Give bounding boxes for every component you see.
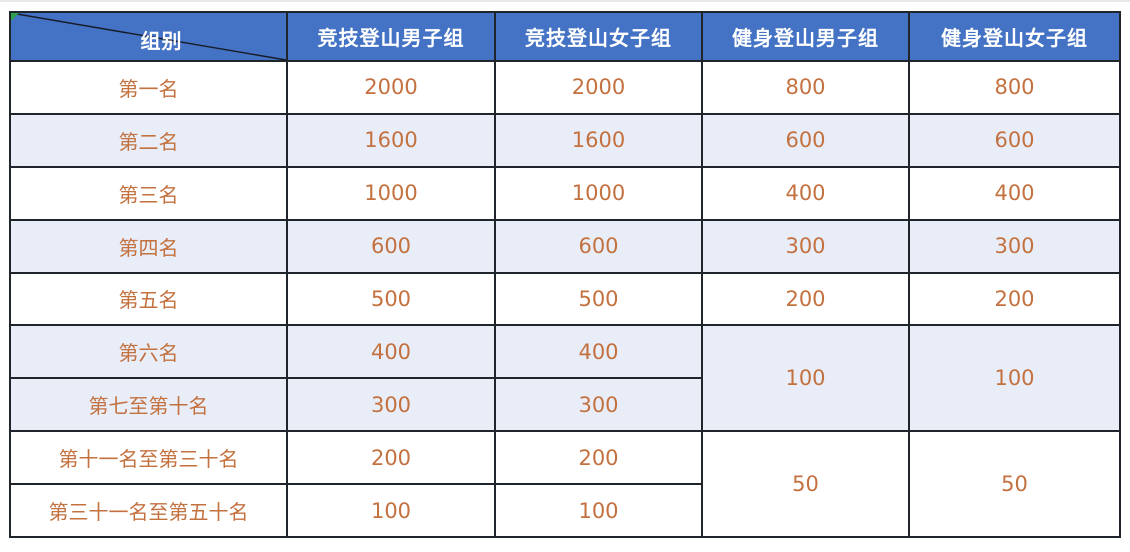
prize-value: 500	[494, 271, 703, 327]
prize-value: 300	[701, 218, 910, 274]
prize-value: 2000	[286, 60, 496, 115]
prize-value: 2000	[494, 60, 703, 115]
prize-value: 600	[908, 112, 1121, 168]
prize-table: 组别 名次 竞技登山男子组 竞技登山女子组 健身登山男子组 健身登山女子组 第一…	[9, 11, 1121, 538]
prize-value: 600	[286, 218, 496, 274]
table-row: 第一名 2000 2000 800 800	[9, 60, 1121, 115]
prize-value: 100	[494, 483, 703, 538]
column-header-jingji-women: 竞技登山女子组	[494, 11, 703, 62]
rank-label: 第三名	[9, 165, 288, 221]
table-row: 第三十一名至第五十名 100 100	[9, 483, 1120, 538]
column-header-jianshen-women: 健身登山女子组	[908, 11, 1121, 62]
rank-label: 第一名	[9, 60, 288, 115]
prize-value: 400	[908, 165, 1121, 221]
corner-rank-label: 名次	[57, 59, 99, 61]
table-row: 第七至第十名 300 300	[9, 377, 1120, 433]
screenshot-top-edge	[0, 0, 1130, 2]
prize-value-merged: 100	[908, 324, 1121, 433]
prize-value: 1600	[286, 112, 496, 168]
prize-value-merged: 50	[908, 430, 1121, 538]
prize-value: 400	[286, 324, 496, 380]
corner-group-label: 组别	[140, 29, 183, 53]
diagonal-divider-line	[12, 14, 285, 59]
prize-value: 600	[494, 218, 703, 274]
rank-label: 第六名	[9, 324, 288, 380]
column-header-jingji-men: 竞技登山男子组	[286, 11, 496, 62]
column-header-jianshen-men: 健身登山男子组	[701, 11, 910, 62]
prize-value: 300	[286, 377, 496, 433]
prize-value: 600	[701, 112, 910, 168]
header-row: 组别 名次 竞技登山男子组 竞技登山女子组 健身登山男子组 健身登山女子组	[9, 11, 1121, 62]
prize-value: 300	[494, 377, 703, 433]
prize-value: 1000	[286, 165, 496, 221]
prize-value: 400	[494, 324, 703, 380]
table-row: 第四名 600 600 300 300	[9, 218, 1121, 274]
prize-value: 1000	[494, 165, 703, 221]
corner-header-cell: 组别 名次	[9, 11, 288, 62]
prize-value: 800	[701, 60, 910, 115]
rank-label: 第十一名至第三十名	[9, 430, 288, 485]
rank-label: 第二名	[9, 112, 288, 168]
rank-label: 第四名	[9, 218, 288, 274]
prize-value-merged: 50	[701, 430, 910, 538]
prize-value: 200	[701, 271, 910, 327]
prize-value: 1600	[494, 112, 703, 168]
rank-label: 第三十一名至第五十名	[9, 483, 288, 538]
table-row: 第二名 1600 1600 600 600	[9, 112, 1121, 168]
prize-value-merged: 100	[701, 324, 910, 433]
prize-value: 200	[494, 430, 703, 485]
prize-value: 100	[286, 483, 496, 538]
prize-value: 200	[908, 271, 1121, 327]
prize-value: 400	[701, 165, 910, 221]
prize-value: 800	[908, 60, 1121, 115]
table-row: 第十一名至第三十名 200 200 50 50	[9, 430, 1121, 538]
table-row: 第六名 400 400 100 100	[9, 324, 1121, 433]
green-corner-marker-icon	[12, 14, 19, 21]
table-row: 第三名 1000 1000 400 400	[9, 165, 1121, 221]
rank-label: 第七至第十名	[9, 377, 288, 433]
prize-value: 500	[286, 271, 496, 327]
prize-value: 200	[286, 430, 496, 485]
table-row: 第五名 500 500 200 200	[9, 271, 1121, 327]
rank-label: 第五名	[9, 271, 288, 327]
prize-value: 300	[908, 218, 1121, 274]
